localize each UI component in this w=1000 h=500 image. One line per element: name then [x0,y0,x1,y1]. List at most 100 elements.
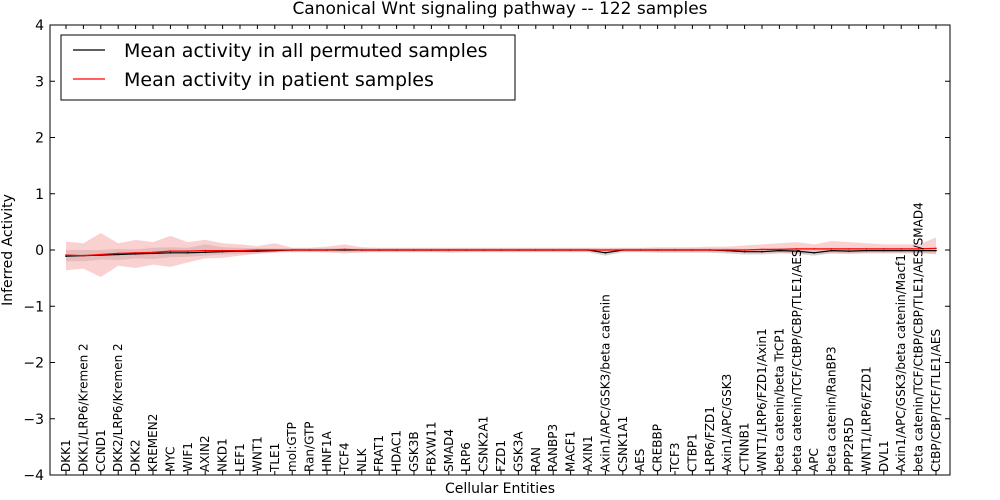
x-tick-label: CtBP/CBP/TCF/TLE1/AES [929,329,943,472]
data-point-s1-0 [65,254,67,256]
x-tick-label: WNT1/LRP6/FZD1 [859,366,873,472]
x-tick-label: Axin1/APC/GSK3/beta catenin [598,294,612,472]
data-point-s0-39 [743,250,746,253]
x-tick-label: AXIN1 [581,435,595,472]
x-tick-label: MYC [163,447,177,472]
x-tick-label: CREBBP [651,424,665,472]
x-tick-label: GSK3A [511,431,525,472]
data-point-s1-33 [639,249,641,251]
data-point-s0-31 [604,252,607,254]
x-tick-label: beta catenin/TCF/CtBP/CBP/TLE1/AES [790,249,804,472]
x-tick-label: TLE1 [268,443,282,473]
data-point-s1-45 [848,248,850,250]
x-tick-label: WNT1 [250,436,264,472]
data-point-s1-48 [900,248,902,250]
x-tick-label: RANBP3 [546,424,560,472]
data-point-s0-5 [152,252,154,255]
x-tick-label: WIF1 [181,442,195,472]
data-point-s1-16 [343,248,346,251]
data-point-s1-22 [448,249,450,251]
data-point-s1-30 [587,249,589,251]
data-point-s0-6 [169,252,172,254]
data-point-s1-11 [256,249,259,251]
data-point-s0-47 [883,249,885,252]
data-point-s0-44 [830,249,833,252]
x-tick-label: TCF4 [337,442,351,473]
x-tick-label: PPP2R5D [842,417,856,472]
data-point-s1-4 [134,252,137,254]
data-point-s0-48 [900,249,902,252]
data-point-s1-10 [239,249,241,252]
data-point-s0-11 [256,250,259,252]
data-point-s0-40 [761,250,763,253]
legend-label-patient: Mean activity in patient samples [124,69,434,91]
data-point-s1-47 [883,248,885,250]
y-tick-label: −2 [23,356,44,372]
data-point-s1-34 [656,249,659,251]
data-point-s1-32 [622,249,624,251]
data-point-s0-8 [204,251,206,254]
y-tick-label: −4 [23,468,44,484]
x-tick-label: DKK2 [129,439,143,472]
data-point-s1-27 [535,249,537,251]
data-point-s0-41 [778,249,781,252]
series-band-1 [66,233,936,277]
data-point-s0-50 [935,249,937,252]
data-point-s1-1 [82,254,85,257]
x-tick-label: Axin1/APC/GSK3/beta catenin/Macf1 [894,254,908,472]
x-tick-label: FBXW11 [424,422,438,473]
x-tick-label: TCF3 [668,442,682,473]
x-tick-label: beta catenin/RanBP3 [825,346,839,472]
x-tick-label: DVL1 [877,440,891,472]
data-point-s1-13 [291,249,294,251]
y-tick-label: 1 [35,187,44,203]
x-axis-label: Cellular Entities [445,481,555,497]
data-point-s1-49 [917,248,920,250]
x-tick-label: FRAT1 [372,435,386,472]
x-tick-label: DKK1 [59,439,73,472]
data-point-s1-44 [830,248,833,250]
data-point-s1-23 [465,249,468,251]
x-tick-label: DKK1/LRP6/Kremen 2 [76,343,90,472]
data-point-s0-4 [134,253,137,255]
data-point-s0-3 [117,253,119,256]
data-point-s1-40 [761,248,763,251]
y-tick-label: −3 [23,412,44,428]
y-tick-label: 0 [35,243,44,259]
data-point-s1-2 [100,253,102,256]
data-point-s1-28 [552,249,554,251]
x-tick-label: CSNK2A1 [477,416,491,472]
data-point-s1-3 [117,252,119,255]
y-tick-label: 2 [35,131,44,147]
x-tick-label: CSNK1A1 [616,416,630,472]
data-point-s1-43 [813,248,815,250]
data-point-s1-20 [413,249,415,251]
data-point-s0-43 [813,252,815,254]
data-point-s0-46 [865,249,868,252]
y-tick-label: 3 [35,74,44,90]
data-point-s1-8 [204,249,206,252]
chart-title: Canonical Wnt signaling pathway -- 122 s… [292,0,707,19]
data-point-s1-38 [726,249,728,251]
data-point-s1-17 [361,249,363,251]
x-tick-label: APC [807,448,821,472]
data-point-s1-6 [169,250,172,252]
data-point-s1-29 [569,249,572,251]
data-point-s0-9 [221,250,224,253]
data-point-s1-9 [221,249,224,252]
x-axis: DKK1 DKK1/LRP6/Kremen 2 CCND1 DKK2/LRP6/Kre… [59,25,943,475]
y-tick-label: 4 [35,18,44,34]
x-tick-label: beta catenin/TCF/CtBP/CBP/TLE1/AES/SMAD4 [912,202,926,472]
x-tick-label: SMAD4 [442,429,456,472]
x-tick-label: mol:GTP [285,422,299,472]
data-point-s1-7 [187,250,189,252]
legend-label-permuted: Mean activity in all permuted samples [124,40,487,62]
x-tick-label: CTBP1 [685,433,699,472]
data-point-s1-25 [500,249,502,251]
x-tick-label: AES [633,449,647,472]
legend: Mean activity in all permuted samples Me… [60,34,516,101]
data-point-s1-36 [691,249,694,251]
data-point-s1-12 [274,249,276,251]
x-tick-label: HDAC1 [390,430,404,472]
data-point-s1-5 [152,251,154,254]
